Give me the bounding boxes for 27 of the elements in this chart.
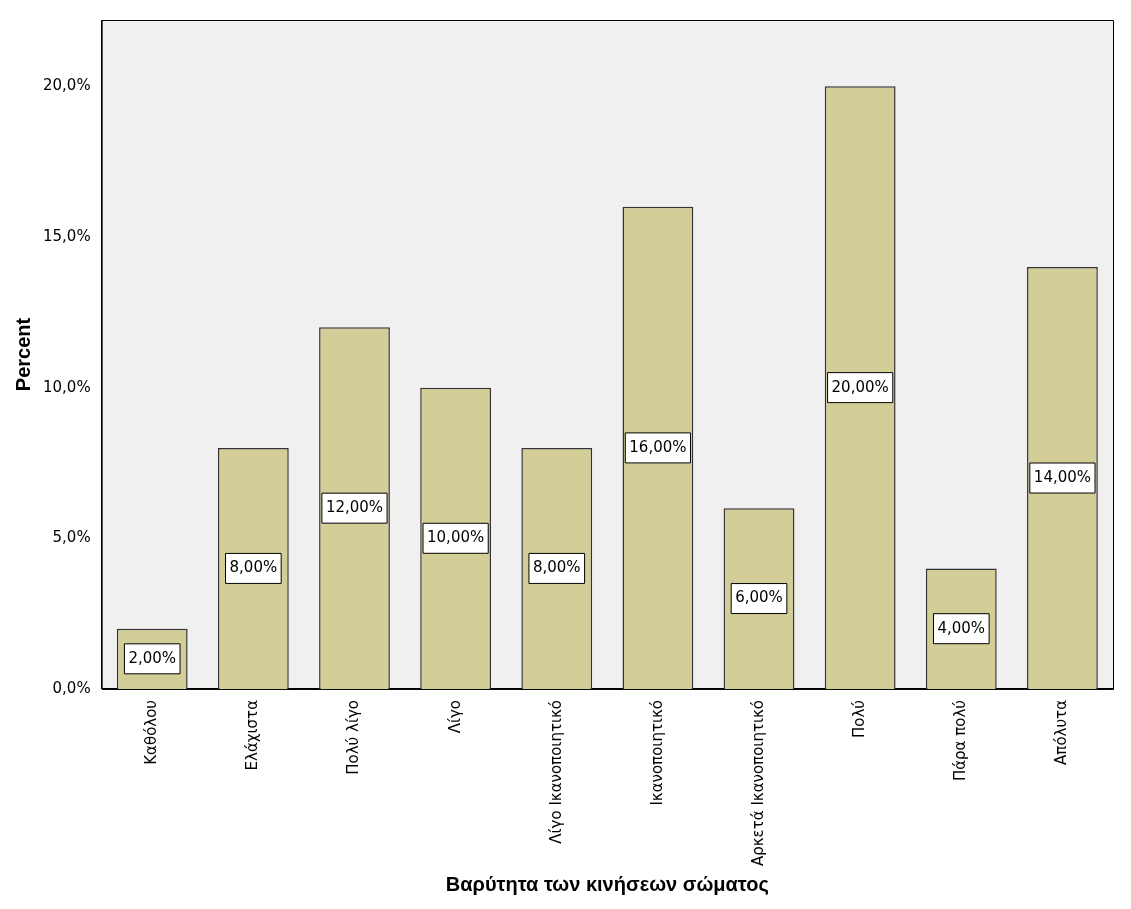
y-tick-label: 0,0%	[52, 678, 91, 697]
x-tick-label: Λίγο Ικανοποιητικό	[546, 699, 565, 844]
data-label: 14,00%	[1033, 467, 1092, 486]
x-tick-label: Πάρα πολύ	[951, 699, 970, 782]
y-tick-label: 5,0%	[52, 528, 91, 547]
x-tick-label: Απόλυτα	[1052, 699, 1071, 765]
y-tick-label: 20,0%	[43, 76, 91, 95]
data-label: 10,00%	[427, 528, 485, 547]
x-tick-label: Ικανοποιητικό	[647, 699, 666, 806]
data-label: 20,00%	[831, 377, 889, 396]
y-axis-title: Percent	[11, 317, 34, 392]
data-label: 8,00%	[532, 558, 581, 577]
y-tick-label: 10,0%	[43, 377, 91, 396]
x-tick-label: Πολύ	[850, 699, 869, 738]
x-axis-title: Βαρύτητα των κινήσεων σώματος	[445, 872, 769, 895]
x-tick-label: Ελάχιστα	[243, 699, 262, 771]
x-tick-label: Αρκετά Ικανοποιητικό	[748, 699, 767, 867]
data-label: 12,00%	[325, 498, 384, 517]
data-label: 2,00%	[128, 648, 177, 667]
x-tick-label: Πολύ λίγο	[344, 699, 363, 775]
x-tick-label: Λίγο	[445, 699, 464, 734]
data-label: 16,00%	[629, 437, 687, 456]
x-tick-label: Καθόλου	[142, 699, 161, 765]
data-label: 6,00%	[735, 588, 783, 607]
y-tick-label: 15,0%	[43, 226, 91, 245]
data-label: 4,00%	[937, 618, 986, 637]
data-label: 8,00%	[229, 558, 278, 577]
